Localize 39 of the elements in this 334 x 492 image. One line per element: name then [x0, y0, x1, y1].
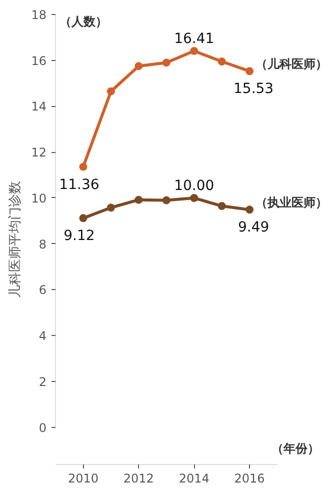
- y-tick-label: 16: [31, 54, 47, 68]
- y-tick-label: 4: [38, 329, 47, 344]
- point: [246, 206, 254, 214]
- y-tick-label: 8: [38, 237, 47, 252]
- data-label: 10.00: [174, 178, 214, 194]
- point: [190, 194, 198, 202]
- point: [162, 58, 170, 67]
- point: [79, 162, 88, 171]
- y-axis-title: 儿科医师平均门诊数: [7, 181, 24, 298]
- x-tick-label: 2012: [123, 472, 154, 486]
- data-label: 15.53: [234, 81, 274, 98]
- y-tick-label: 0: [38, 420, 47, 435]
- series-label: （儿科医师）: [256, 57, 328, 72]
- data-label: 9.12: [64, 228, 95, 244]
- x-tick-label: 2010: [68, 472, 98, 486]
- x-tick-label: 2016: [234, 472, 265, 486]
- y-tick-label: 10: [31, 191, 47, 206]
- series-label: （执业医师）: [256, 196, 328, 210]
- x-tick-label: 2014: [178, 472, 210, 486]
- x-axis-title: （年份）: [271, 441, 320, 456]
- data-label: 16.41: [174, 30, 214, 47]
- point: [106, 87, 115, 96]
- annotation: （人数）: [60, 14, 108, 28]
- point: [246, 67, 254, 76]
- data-label: 11.36: [59, 176, 100, 193]
- y-tick-label: 12: [31, 146, 47, 160]
- point: [190, 46, 198, 55]
- point: [218, 202, 226, 210]
- point: [79, 214, 88, 222]
- point: [106, 204, 115, 212]
- y-tick-label: 6: [38, 283, 47, 298]
- y-tick-label: 14: [31, 100, 47, 114]
- point: [162, 196, 170, 204]
- data-label: 9.49: [238, 220, 270, 236]
- point: [134, 196, 143, 204]
- y-tick-label: 18: [31, 8, 47, 22]
- y-tick-label: 2: [38, 374, 47, 389]
- point: [218, 58, 226, 66]
- point: [134, 62, 143, 70]
